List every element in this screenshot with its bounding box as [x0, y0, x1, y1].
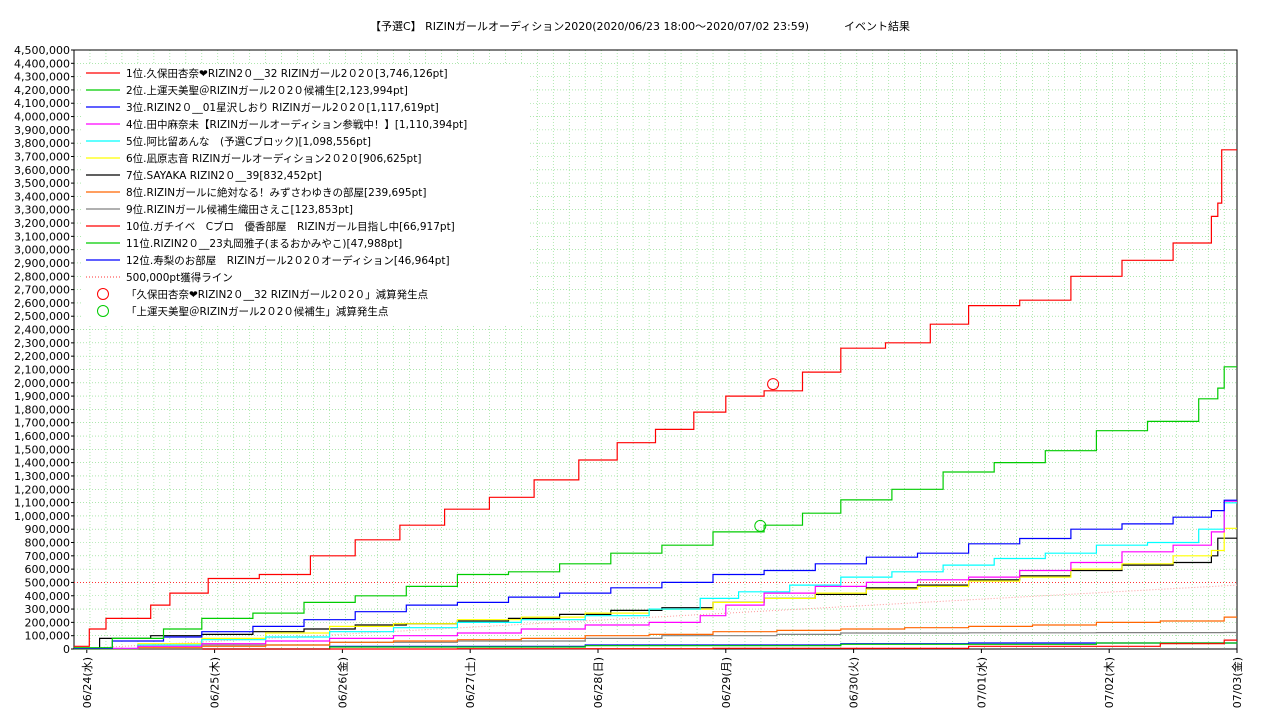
- x-tick-label: 06/25(木): [209, 657, 222, 708]
- series-line-11: [74, 642, 1238, 650]
- y-tick-label: 800,000: [25, 537, 71, 550]
- x-tick-label: 07/03(金): [1230, 657, 1244, 708]
- legend-entry: 7位.SAYAKA RIZIN2０__39[832,452pt]: [126, 169, 322, 182]
- series-line-3: [74, 499, 1237, 649]
- chart-title-sub: イベント結果: [844, 20, 911, 33]
- legend-marker: [97, 305, 109, 317]
- y-tick-label: 2,700,000: [14, 284, 70, 297]
- y-tick-label: 4,100,000: [14, 97, 70, 110]
- legend-entry: 4位.田中麻奈未【RIZINガールオーディション参戦中！】[1,110,394p…: [126, 118, 467, 131]
- y-tick-label: 1,600,000: [14, 430, 70, 443]
- y-tick-label: 3,100,000: [14, 230, 70, 243]
- y-tick-label: 2,000,000: [14, 377, 70, 390]
- x-tick-label: 07/01(水): [975, 657, 988, 708]
- y-tick-label: 1,000,000: [14, 510, 70, 523]
- y-tick-label: 1,400,000: [14, 457, 70, 470]
- y-tick-label: 3,400,000: [14, 190, 70, 203]
- y-tick-label: 3,700,000: [14, 150, 70, 163]
- y-tick-label: 900,000: [25, 523, 71, 536]
- marker-point-1: [767, 378, 780, 391]
- series-line-1: [74, 149, 1237, 647]
- chart-title-main: 【予選C】 RIZINガールオーディション2020(2020/06/23 18:…: [369, 20, 810, 33]
- legend-entry: 6位.凪原志音 RIZINガールオーディション2０2０[906,625pt]: [126, 152, 421, 165]
- y-tick-label: 4,000,000: [14, 111, 70, 124]
- y-tick-label: 4,500,000: [14, 44, 70, 57]
- y-tick-label: 3,300,000: [14, 204, 70, 217]
- legend-entry: 5位.阿比留あんな (予選Cブロック)[1,098,556pt]: [126, 135, 371, 148]
- y-tick-label: 300,000: [25, 603, 71, 616]
- series-line-8: [74, 616, 1237, 650]
- legend-entry: 500,000pt獲得ライン: [126, 271, 233, 284]
- y-tick-label: 4,300,000: [14, 71, 70, 84]
- legend-entry: 11位.RIZIN2０__23丸岡雅子(まるおかみやこ)[47,988pt]: [126, 237, 402, 250]
- x-tick-label: 06/30(火): [848, 657, 861, 708]
- x-tick-label: 06/28(日): [592, 657, 605, 708]
- x-tick-label: 06/26(金): [335, 657, 349, 708]
- y-tick-label: 0: [63, 643, 70, 656]
- x-tick-label: 06/27(土): [464, 657, 477, 708]
- legend-marker: [97, 288, 109, 300]
- y-tick-label: 3,200,000: [14, 217, 70, 230]
- series-line-7: [74, 537, 1237, 650]
- y-tick-label: 1,300,000: [14, 470, 70, 483]
- legend-entry: 3位.RIZIN2０__01星沢しおり RIZINガール2０2０[1,117,6…: [126, 101, 439, 114]
- y-tick-label: 3,600,000: [14, 164, 70, 177]
- legend-box: [82, 65, 528, 324]
- series-line-4: [74, 500, 1237, 649]
- y-tick-label: 1,500,000: [14, 443, 70, 456]
- y-tick-label: 4,200,000: [14, 84, 70, 97]
- y-tick-label: 2,800,000: [14, 270, 70, 283]
- legend-entry: 1位.久保田杏奈❤RIZIN2０__32 RIZINガール2０2０[3,746,…: [126, 67, 448, 80]
- y-tick-label: 100,000: [25, 630, 71, 643]
- y-tick-label: 4,400,000: [14, 57, 70, 70]
- y-tick-label: 1,900,000: [14, 390, 70, 403]
- y-tick-label: 2,900,000: [14, 257, 70, 270]
- y-tick-label: 1,800,000: [14, 403, 70, 416]
- x-tick-label: 06/29(月): [720, 657, 733, 708]
- legend-entry: 「久保田杏奈❤RIZIN2０__32 RIZINガール2０2０」減算発生点: [126, 288, 428, 301]
- y-tick-label: 2,600,000: [14, 297, 70, 310]
- y-tick-label: 1,200,000: [14, 483, 70, 496]
- series-line-2: [74, 366, 1237, 649]
- legend-entry: 「上運天美聖＠RIZINガール2０2０候補生」減算発生点: [126, 305, 388, 318]
- y-tick-label: 2,400,000: [14, 324, 70, 337]
- legend-entry: 8位.RIZINガールに絶対なる！みずさわゆきの部屋[239,695pt]: [126, 186, 426, 199]
- y-tick-label: 3,800,000: [14, 137, 70, 150]
- marker-point-2: [754, 519, 767, 532]
- chart-title: 【予選C】 RIZINガールオーディション2020(2020/06/23 18:…: [0, 18, 1280, 34]
- x-tick-label: 07/02(木): [1103, 657, 1116, 708]
- legend-entry: 9位.RIZINガール候補生織田さえこ[123,853pt]: [126, 203, 353, 216]
- y-tick-label: 700,000: [25, 550, 71, 563]
- y-tick-label: 3,500,000: [14, 177, 70, 190]
- x-tick-label: 06/24(水): [81, 657, 94, 708]
- legend-entry: 12位.寿梨のお部屋 RIZINガール2０2０オーディション[46,964pt]: [126, 254, 450, 267]
- y-tick-label: 200,000: [25, 616, 71, 629]
- y-tick-label: 500,000: [25, 576, 71, 589]
- y-tick-label: 3,900,000: [14, 124, 70, 137]
- y-tick-label: 2,200,000: [14, 350, 70, 363]
- legend-entry: 2位.上運天美聖＠RIZINガール2０2０候補生[2,123,994pt]: [126, 84, 408, 97]
- trend-line: [73, 584, 1238, 650]
- y-tick-label: 3,000,000: [14, 244, 70, 257]
- series-line-5: [74, 502, 1237, 650]
- series-line-10: [74, 639, 1237, 650]
- y-tick-label: 2,300,000: [14, 337, 70, 350]
- y-tick-label: 2,500,000: [14, 310, 70, 323]
- y-tick-label: 400,000: [25, 590, 71, 603]
- y-tick-label: 1,100,000: [14, 497, 70, 510]
- y-tick-label: 1,700,000: [14, 417, 70, 430]
- legend-entry: 10位.ガチイベ Cブロ 優香部屋 RIZINガール目指し中[66,917pt]: [126, 220, 455, 233]
- series-line-6: [74, 527, 1237, 650]
- y-tick-label: 2,100,000: [14, 363, 70, 376]
- y-tick-label: 600,000: [25, 563, 71, 576]
